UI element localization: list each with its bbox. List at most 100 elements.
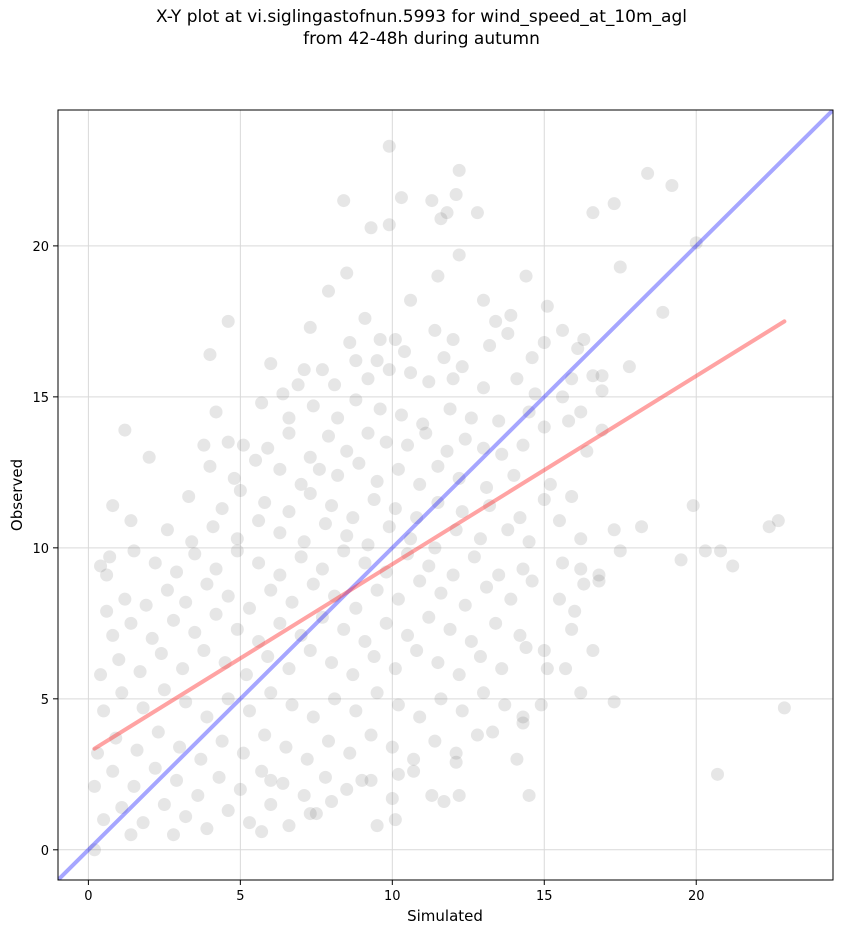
scatter-point — [209, 607, 223, 621]
scatter-point — [273, 568, 287, 582]
scatter-point — [552, 514, 566, 528]
scatter-point — [562, 414, 576, 428]
scatter-point — [388, 662, 402, 676]
scatter-point — [495, 447, 509, 461]
scatter-point — [294, 550, 308, 564]
scatter-point — [489, 314, 503, 328]
scatter-point — [182, 490, 196, 504]
scatter-point — [87, 843, 101, 857]
scatter-point — [622, 360, 636, 374]
scatter-point — [513, 511, 527, 525]
scatter-point — [106, 628, 120, 642]
scatter-point — [595, 369, 609, 383]
scatter-point — [188, 547, 202, 561]
plot-frame — [57, 109, 834, 881]
axis-ticks: 0 5 10 15 20 0 5 10 15 20 — [32, 240, 704, 904]
scatter-point — [221, 804, 235, 818]
scatter-point — [507, 468, 521, 482]
scatter-point — [665, 178, 679, 192]
scatter-point — [452, 248, 466, 262]
scatter-point — [127, 779, 141, 793]
scatter-point — [340, 266, 354, 280]
scatter-point — [413, 710, 427, 724]
scatter-point — [382, 139, 396, 153]
scatter-point — [331, 411, 345, 425]
scatter-point — [510, 752, 524, 766]
scatter-point — [552, 592, 566, 606]
scatter-point — [519, 640, 533, 654]
scatter-point — [236, 746, 250, 760]
scatter-point — [689, 236, 703, 250]
scatter-point — [513, 628, 527, 642]
scatter-point — [382, 520, 396, 534]
scatter-point — [358, 634, 372, 648]
scatter-point — [349, 704, 363, 718]
scatter-point — [297, 535, 311, 549]
scatter-point — [100, 568, 114, 582]
scatter-point — [306, 710, 320, 724]
scatter-point — [91, 746, 105, 760]
scatter-point — [565, 490, 579, 504]
grid — [58, 110, 833, 880]
scatter-point — [397, 345, 411, 359]
scatter-point — [534, 698, 548, 712]
scatter-point — [443, 622, 457, 636]
scatter-point — [577, 577, 591, 591]
scatter-point — [504, 308, 518, 322]
scatter-point — [483, 499, 497, 513]
scatter-point — [264, 357, 278, 371]
scatter-point — [273, 462, 287, 476]
scatter-point — [592, 568, 606, 582]
scatter-point — [340, 529, 354, 543]
scatter-point — [194, 752, 208, 766]
scatter-point — [100, 604, 114, 618]
chart-title-line-1: X-Y plot at vi.siglingastofnun.5993 for … — [155, 7, 687, 27]
scatter-point — [276, 387, 290, 401]
scatter-point — [221, 589, 235, 603]
x-tick-label: 15 — [536, 889, 553, 904]
scatter-point — [124, 514, 138, 528]
scatter-point — [185, 535, 199, 549]
scatter-point — [777, 701, 791, 715]
scatter-point — [179, 695, 193, 709]
scatter-point — [446, 568, 460, 582]
scatter-point — [762, 520, 776, 534]
scatter-point — [252, 514, 266, 528]
scatter-point — [571, 342, 585, 356]
scatter-point — [255, 396, 269, 410]
scatter-point — [404, 532, 418, 546]
scatter-point — [209, 405, 223, 419]
scatter-point — [242, 816, 256, 830]
scatter-point — [321, 284, 335, 298]
scatter-point — [115, 801, 129, 815]
scatter-point — [537, 644, 551, 658]
scatter-point — [452, 163, 466, 177]
scatter-point — [577, 332, 591, 346]
scatter-point — [516, 710, 530, 724]
scatter-point — [771, 514, 785, 528]
scatter-point — [203, 459, 217, 473]
x-tick-label: 0 — [84, 889, 92, 904]
scatter-point — [379, 616, 393, 630]
scatter-point — [559, 662, 573, 676]
scatter-point — [476, 441, 490, 455]
scatter-point — [124, 616, 138, 630]
scatter-point — [443, 402, 457, 416]
scatter-point — [94, 668, 108, 682]
scatter-point — [282, 411, 296, 425]
scatter-point — [607, 695, 621, 709]
x-axis-label: Simulated — [407, 907, 483, 925]
scatter-point — [166, 828, 180, 842]
scatter-point — [388, 332, 402, 346]
regression-lines — [58, 110, 833, 880]
scatter-point — [522, 788, 536, 802]
scatter-point — [200, 822, 214, 836]
scatter-point — [303, 807, 317, 821]
scatter-point — [391, 592, 405, 606]
scatter-point — [391, 767, 405, 781]
scatter-point — [273, 616, 287, 630]
chart-title: X-Y plot at vi.siglingastofnun.5993 for … — [0, 6, 843, 50]
scatter-point — [315, 363, 329, 377]
scatter-point — [522, 535, 536, 549]
scatter-point — [522, 405, 536, 419]
